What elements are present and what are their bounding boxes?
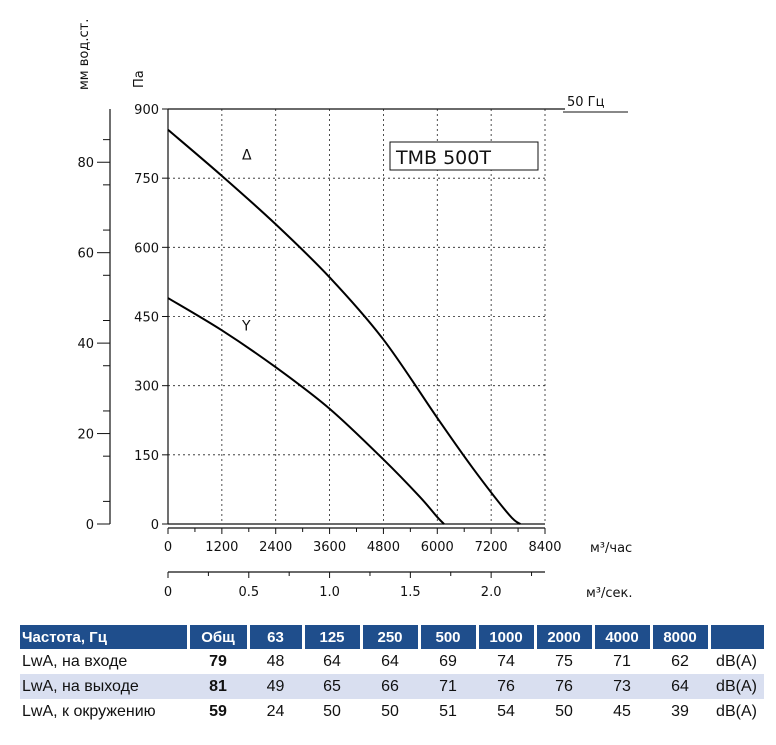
row-value: 71: [419, 674, 477, 699]
y-axis-right-title: Па: [132, 70, 147, 88]
x-axis-flow-sec-title: м³/сек.: [586, 586, 633, 601]
row-value: 39: [671, 702, 689, 720]
row-value: 64: [381, 652, 399, 670]
model-box: [389, 141, 539, 171]
x-flow-tick-label: 4800: [367, 540, 400, 555]
table-row: LwA, на входе 79 48 64 64 69 74 75 71 62 dB(A): [20, 649, 764, 674]
header-cell: 4000: [593, 625, 653, 649]
x-flow-tick-label: 0: [164, 540, 172, 555]
row-value: 69: [439, 652, 457, 670]
header-cell: [709, 625, 764, 649]
row-label: LwA, на выходе: [20, 674, 188, 699]
x-sec-tick-label: 1.0: [319, 585, 340, 600]
header-cell: 250: [361, 625, 421, 649]
table-header-row: Частота, Гц Общ 63 125 250 500 1000 2000 4000 800…: [20, 625, 764, 649]
header-cell: 1000: [477, 625, 537, 649]
y-left-tick-label: 80: [77, 156, 94, 171]
row-value: 45: [613, 702, 631, 720]
y-right-tick-label: 900: [134, 103, 159, 118]
y-right-tick-label: 600: [134, 241, 159, 256]
row-value: 51: [439, 702, 457, 720]
header-cell: 500: [419, 625, 479, 649]
x-sec-tick-label: 1.5: [400, 585, 421, 600]
row-value: 76: [535, 674, 593, 699]
x-flow-tick-label: 8400: [528, 540, 561, 555]
x-axis-flow-title: м³/час: [590, 541, 632, 556]
x-flow-tick-label: 2400: [259, 540, 292, 555]
x-flow-tick-label: 3600: [313, 540, 346, 555]
y-left-tick-label: 0: [86, 518, 94, 533]
y-right-tick-label: 750: [134, 172, 159, 187]
table-row: LwA, к окружению 59 24 50 50 51 54 50 45 39 dB(A): [20, 699, 764, 724]
row-value: 24: [266, 702, 285, 720]
row-value: 64: [323, 652, 341, 670]
x-sec-tick-label: 0: [164, 585, 172, 600]
row-value: 66: [361, 674, 419, 699]
row-total: 81: [188, 674, 248, 699]
row-value: 64: [651, 674, 709, 699]
x-flow-tick-label: 6000: [421, 540, 454, 555]
chart-curves: ΔY: [167, 128, 521, 525]
y-right-tick-label: 150: [134, 449, 159, 464]
row-value: 65: [303, 674, 361, 699]
curve-label: Y: [241, 318, 251, 334]
x-flow-tick-label: 7200: [475, 540, 508, 555]
row-value: 49: [248, 674, 303, 699]
y-right-tick-label: 0: [151, 518, 159, 533]
x-flow-tick-label: 1200: [205, 540, 238, 555]
row-value: 75: [555, 652, 573, 670]
table-body: LwA, на входе 79 48 64 64 69 74 75 71 62 dB(A) LwA,…: [20, 649, 764, 724]
row-total: 79: [209, 652, 227, 670]
header-cell: 125: [303, 625, 363, 649]
header-frequency: Частота, Гц: [20, 625, 190, 649]
curve-label: Δ: [242, 148, 252, 164]
y-left-tick-label: 60: [77, 247, 94, 262]
row-value: 50: [323, 702, 341, 720]
y-right-tick-label: 450: [134, 311, 159, 326]
row-value: 73: [593, 674, 651, 699]
curve-delta: [167, 128, 521, 525]
row-total: 59: [209, 702, 227, 720]
row-unit: dB(A): [709, 674, 764, 699]
y-left-tick-label: 20: [77, 428, 94, 443]
row-value: 48: [266, 652, 285, 670]
header-cell: 63: [248, 625, 305, 649]
row-value: 50: [381, 702, 399, 720]
row-label: LwA, на входе: [22, 652, 128, 670]
x-sec-tick-label: 2.0: [481, 585, 502, 600]
performance-chart: 0 150 300 450 600 750 900 0 20 40 60 80 0 1200 2400 360…: [77, 19, 633, 601]
table-row: LwA, на выходе 81 49 65 66 71 76 76 73 64 dB(A): [20, 674, 764, 699]
x-sec-tick-label: 0.5: [238, 585, 259, 600]
row-value: 74: [497, 652, 515, 670]
chart-ticks: 0 150 300 450 600 750 900 0 20 40 60 80 0 1200 2400 360…: [77, 103, 561, 600]
row-label: LwA, к окружению: [22, 702, 156, 720]
row-value: 71: [613, 652, 631, 670]
row-value: 54: [497, 702, 515, 720]
y-left-tick-label: 40: [77, 337, 94, 352]
row-value: 76: [477, 674, 535, 699]
header-cell: 2000: [535, 625, 595, 649]
header-cell: 8000: [651, 625, 711, 649]
row-unit: dB(A): [716, 702, 757, 720]
noise-table: Частота, Гц Общ 63 125 250 500 1000 2000 4000 800…: [20, 625, 764, 724]
y-axis-left-title: мм вод.ст.: [77, 19, 92, 90]
header-total: Общ: [188, 625, 250, 649]
curve-y: [167, 297, 445, 525]
chart-grid: [167, 108, 546, 525]
row-unit: dB(A): [716, 652, 757, 670]
row-value: 50: [555, 702, 573, 720]
model-name: TMB 500T: [395, 147, 491, 169]
y-right-tick-label: 300: [134, 380, 159, 395]
frequency-label: 50 Гц: [567, 95, 605, 110]
row-value: 62: [671, 652, 689, 670]
